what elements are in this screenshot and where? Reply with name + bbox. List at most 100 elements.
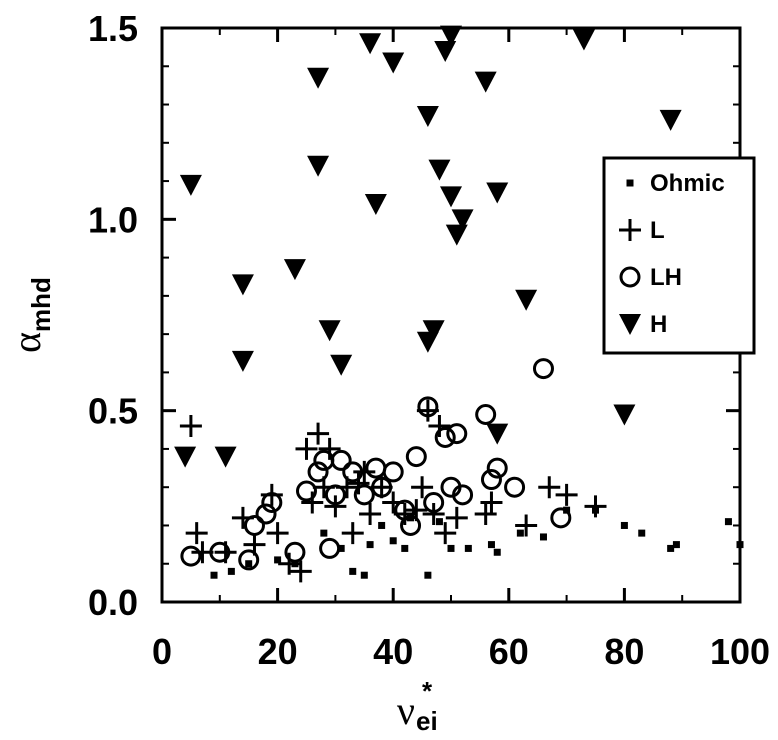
point-lh [355,486,373,504]
x-tick-label: 0 [152,631,172,672]
point-h [215,447,237,468]
x-axis-label-sub: ei [416,706,438,736]
x-axis-label-base: ν [397,688,415,733]
point-ohmic [673,541,680,548]
point-ohmic [465,545,472,552]
point-ohmic [448,545,455,552]
x-axis-label: ν * ei [397,676,438,736]
point-l [267,522,289,544]
point-ohmic [621,522,628,529]
point-lh [448,425,466,443]
point-l [348,472,370,494]
point-h [319,320,341,341]
point-h [365,194,387,215]
point-h [446,225,468,246]
x-tick-label: 80 [604,631,644,672]
point-h [434,41,456,62]
point-lh [384,463,402,481]
point-ohmic [349,568,356,575]
point-h [382,52,404,73]
point-lh [436,428,454,446]
point-ohmic [436,518,443,525]
point-lh [407,448,425,466]
point-l [342,522,364,544]
point-h [486,183,508,204]
x-tick-label: 40 [373,631,413,672]
point-l [475,503,497,525]
point-ohmic [424,572,431,579]
point-ohmic [488,541,495,548]
point-lh [286,543,304,561]
y-tick-label: 1.5 [88,8,138,49]
point-lh [552,509,570,527]
point-ohmic [737,541,744,548]
point-h [613,404,635,425]
point-ohmic [367,541,374,548]
point-l [180,415,202,437]
legend-marker-ohmic [627,180,634,187]
point-l [480,492,502,514]
point-h [174,447,196,468]
point-ohmic [320,530,327,537]
point-l [359,503,381,525]
point-lh [321,539,339,557]
point-lh [332,451,350,469]
x-tick-label: 20 [258,631,298,672]
point-ohmic [378,522,385,529]
point-h [660,110,682,131]
point-ohmic [211,572,218,579]
y-tick-label: 0.0 [88,582,138,623]
point-lh [477,405,495,423]
point-lh [367,459,385,477]
point-ohmic [228,568,235,575]
point-lh [534,360,552,378]
legend-label-h: H [650,311,667,338]
point-h [515,290,537,311]
x-axis-label-sup: * [422,676,433,706]
y-axis-label-base: α [4,332,49,353]
point-l [319,438,341,460]
legend-label-lh: LH [650,264,682,291]
point-h [573,29,595,50]
point-lh [182,547,200,565]
legend: Ohmic L LH H [604,158,754,353]
x-tick-label: 100 [710,631,770,672]
point-ohmic [494,549,501,556]
point-lh [298,482,316,500]
point-h [330,355,352,376]
point-l [307,423,329,445]
point-ohmic [245,560,252,567]
point-ohmic [361,572,368,579]
legend-label-l: L [650,217,665,244]
point-l [446,507,468,529]
point-ohmic [540,533,547,540]
point-h [428,160,450,181]
point-h [232,351,254,372]
point-h [232,274,254,295]
point-ohmic [638,530,645,537]
point-l [186,522,208,544]
x-tick-label: 60 [489,631,529,672]
y-tick-label: 0.5 [88,391,138,432]
point-ohmic [390,537,397,544]
point-h [486,424,508,445]
point-ohmic [401,545,408,552]
point-l [434,522,456,544]
y-tick-label: 1.0 [88,199,138,240]
point-lh [506,478,524,496]
point-l [301,492,323,514]
point-h [417,106,439,127]
point-h [180,175,202,196]
point-h [307,156,329,177]
point-ohmic [725,518,732,525]
svg-text:αmhd: αmhd [4,277,56,353]
point-h [475,72,497,93]
point-h [440,186,462,207]
point-h [307,68,329,89]
y-axis-label-sub: mhd [26,277,56,332]
point-ohmic [517,530,524,537]
point-h [359,33,381,54]
y-axis-label: αmhd [4,277,56,353]
point-h [284,259,306,280]
